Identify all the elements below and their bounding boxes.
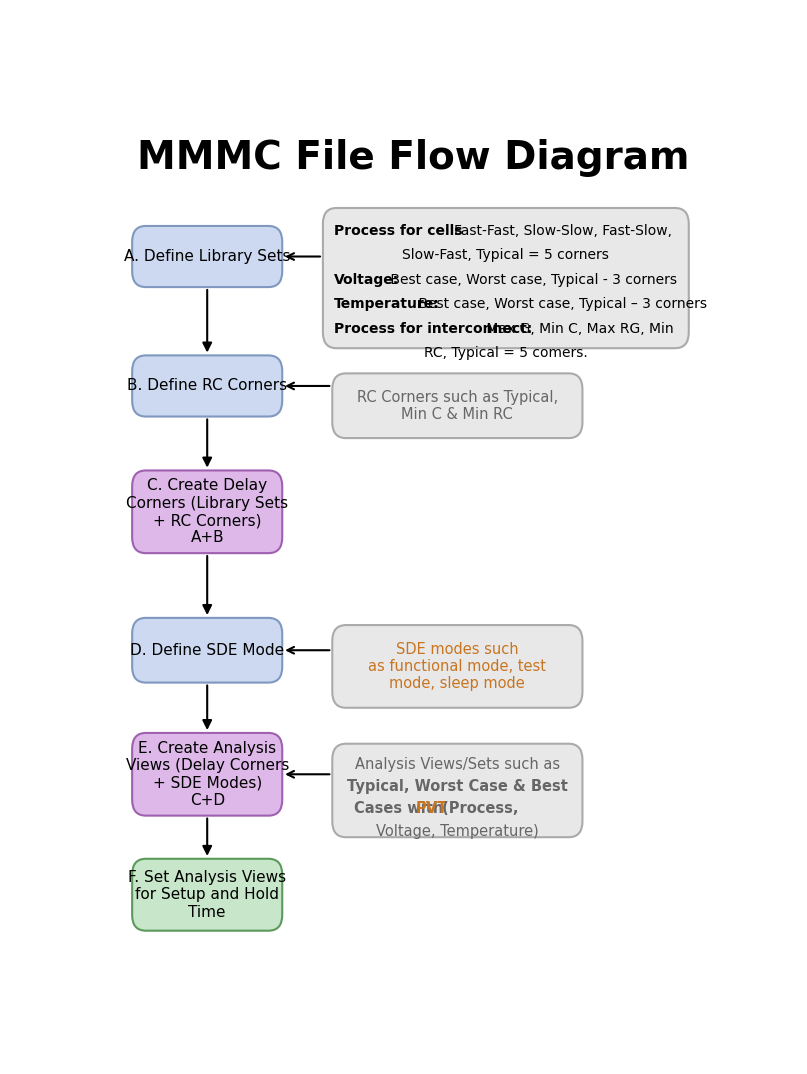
Text: PVT: PVT	[416, 801, 448, 816]
Text: Cases with: Cases with	[354, 801, 449, 816]
Text: Temperature:: Temperature:	[334, 297, 440, 311]
FancyBboxPatch shape	[132, 470, 282, 553]
Text: : Fast-Fast, Slow-Slow, Fast-Slow,: : Fast-Fast, Slow-Slow, Fast-Slow,	[445, 223, 672, 237]
Text: (Process,: (Process,	[437, 801, 518, 816]
FancyBboxPatch shape	[323, 208, 689, 348]
Text: Voltage, Temperature): Voltage, Temperature)	[376, 824, 539, 839]
FancyBboxPatch shape	[132, 226, 282, 287]
Text: D. Define SDE Mode: D. Define SDE Mode	[130, 642, 284, 657]
Text: Typical, Worst Case & Best: Typical, Worst Case & Best	[347, 779, 568, 794]
Text: Best case, Worst case, Typical - 3 corners: Best case, Worst case, Typical - 3 corne…	[386, 273, 677, 287]
Text: Process for interconnect:: Process for interconnect:	[334, 321, 532, 335]
Text: C. Create Delay
Corners (Library Sets
+ RC Corners)
A+B: C. Create Delay Corners (Library Sets + …	[126, 478, 288, 546]
FancyBboxPatch shape	[332, 374, 583, 438]
Text: RC, Typical = 5 comers.: RC, Typical = 5 comers.	[424, 346, 587, 360]
Text: B. Define RC Corners: B. Define RC Corners	[128, 378, 287, 393]
Text: E. Create Analysis
Views (Delay Corners
+ SDE Modes)
C+D: E. Create Analysis Views (Delay Corners …	[126, 741, 289, 808]
Text: SDE modes such
as functional mode, test
mode, sleep mode: SDE modes such as functional mode, test …	[368, 641, 546, 692]
Text: MMMC File Flow Diagram: MMMC File Flow Diagram	[137, 139, 690, 177]
FancyBboxPatch shape	[332, 743, 583, 838]
Text: Process for cells: Process for cells	[334, 223, 462, 237]
Text: RC Corners such as Typical,
Min C & Min RC: RC Corners such as Typical, Min C & Min …	[357, 390, 558, 422]
Text: Slow-Fast, Typical = 5 corners: Slow-Fast, Typical = 5 corners	[403, 248, 609, 262]
Text: Analysis Views/Sets such as: Analysis Views/Sets such as	[355, 757, 560, 771]
Text: Voltage:: Voltage:	[334, 273, 399, 287]
FancyBboxPatch shape	[132, 355, 282, 417]
FancyBboxPatch shape	[132, 732, 282, 815]
Text: F. Set Analysis Views
for Setup and Hold
Time: F. Set Analysis Views for Setup and Hold…	[128, 870, 286, 919]
Text: A. Define Library Sets: A. Define Library Sets	[124, 249, 291, 264]
FancyBboxPatch shape	[132, 859, 282, 931]
Text: Max G, Min C, Max RG, Min: Max G, Min C, Max RG, Min	[482, 321, 674, 335]
Text: Best case, Worst case, Typical – 3 corners: Best case, Worst case, Typical – 3 corne…	[414, 297, 707, 311]
FancyBboxPatch shape	[132, 618, 282, 683]
FancyBboxPatch shape	[332, 625, 583, 708]
